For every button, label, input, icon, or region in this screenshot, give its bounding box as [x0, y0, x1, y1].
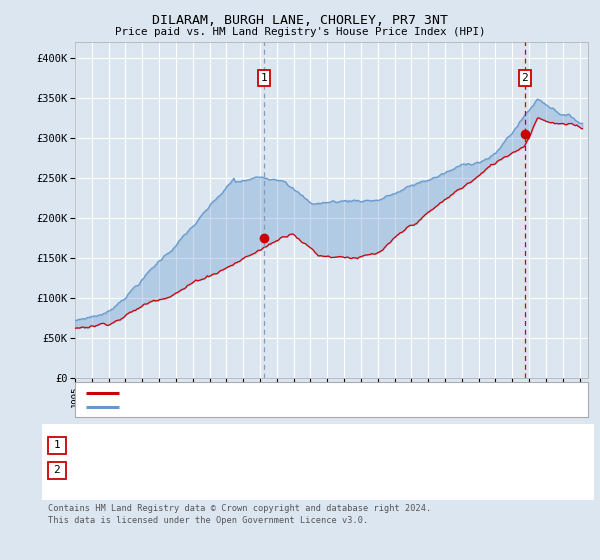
Text: 18% ↓ HPI: 18% ↓ HPI	[339, 440, 400, 450]
Text: 29-SEP-2021: 29-SEP-2021	[75, 465, 149, 475]
Text: HPI: Average price, detached house, Chorley: HPI: Average price, detached house, Chor…	[125, 402, 377, 412]
Text: Price paid vs. HM Land Registry's House Price Index (HPI): Price paid vs. HM Land Registry's House …	[115, 27, 485, 37]
Text: Contains HM Land Registry data © Crown copyright and database right 2024.: Contains HM Land Registry data © Crown c…	[48, 504, 431, 513]
Text: 2: 2	[521, 73, 529, 83]
Text: DILARAM, BURGH LANE, CHORLEY, PR7 3NT (detached house): DILARAM, BURGH LANE, CHORLEY, PR7 3NT (d…	[125, 388, 442, 398]
Text: ≈ HPI: ≈ HPI	[339, 465, 373, 475]
Text: 1: 1	[260, 73, 267, 83]
Text: £175,000: £175,000	[216, 440, 270, 450]
Text: £305,000: £305,000	[216, 465, 270, 475]
Text: 2: 2	[53, 465, 61, 475]
Text: This data is licensed under the Open Government Licence v3.0.: This data is licensed under the Open Gov…	[48, 516, 368, 525]
Text: 24-MAR-2006: 24-MAR-2006	[75, 440, 149, 450]
Text: DILARAM, BURGH LANE, CHORLEY, PR7 3NT: DILARAM, BURGH LANE, CHORLEY, PR7 3NT	[152, 14, 448, 27]
Text: 1: 1	[53, 440, 61, 450]
